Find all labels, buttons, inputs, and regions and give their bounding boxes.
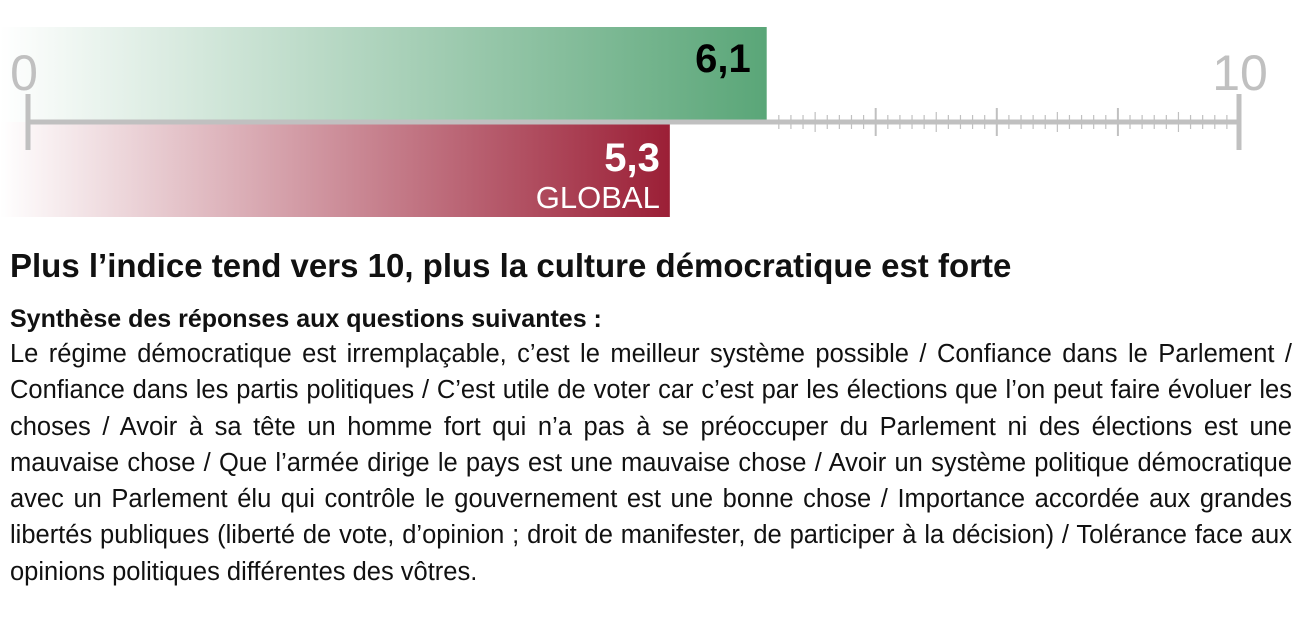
bar-score <box>0 27 767 122</box>
caption-body: Le régime démocratique est irremplaçable… <box>10 340 1292 586</box>
tick-label-max: 10 <box>1212 45 1268 101</box>
bar-category-label-global: GLOBAL <box>536 180 660 215</box>
caption-title: Plus l’indice tend vers 10, plus la cult… <box>10 247 1012 284</box>
bar-value-label-score: 6,1 <box>695 37 751 81</box>
bar-value-label-global: 5,3 <box>604 136 660 180</box>
tick-label-min: 0 <box>10 45 38 101</box>
caption-subtitle: Synthèse des réponses aux questions suiv… <box>10 305 602 333</box>
bar-global <box>0 122 670 217</box>
